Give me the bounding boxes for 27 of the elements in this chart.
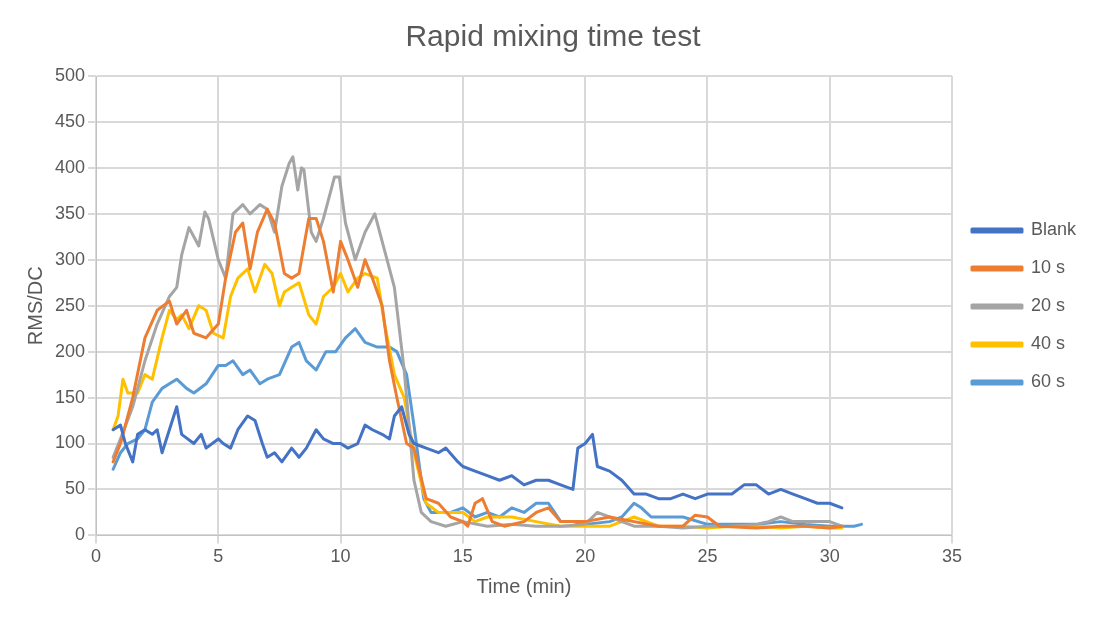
y-tick-label: 450	[54, 110, 86, 131]
legend-label: 60 s	[1030, 371, 1065, 392]
legend-label: 20 s	[1030, 295, 1065, 316]
y-tick-label: 0	[75, 524, 86, 545]
x-tick-label: 20	[575, 546, 596, 567]
x-axis-title: Time (min)	[476, 574, 572, 597]
y-tick-label: 300	[54, 248, 86, 269]
legend-label: Blank	[1030, 219, 1077, 240]
y-tick-label: 350	[54, 202, 86, 223]
y-axis-title: RMS/DC	[23, 266, 46, 346]
y-tick-label: 200	[54, 340, 86, 361]
y-tick-label: 50	[65, 478, 86, 499]
x-tick-label: 5	[213, 546, 224, 567]
chart-title: Rapid mixing time test	[405, 19, 702, 53]
x-tick-label: 0	[91, 546, 102, 567]
x-tick-label: 35	[941, 546, 962, 567]
y-tick-label: 100	[54, 432, 86, 453]
legend-label: 40 s	[1030, 333, 1065, 354]
y-tick-label: 250	[54, 294, 86, 315]
y-tick-label: 150	[54, 386, 86, 407]
legend-label: 10 s	[1030, 257, 1065, 278]
y-tick-label: 400	[54, 156, 86, 177]
y-tick-label: 500	[54, 64, 86, 85]
x-tick-label: 15	[452, 546, 473, 567]
x-tick-label: 30	[819, 546, 840, 567]
x-tick-label: 10	[330, 546, 351, 567]
x-tick-label: 25	[697, 546, 718, 567]
